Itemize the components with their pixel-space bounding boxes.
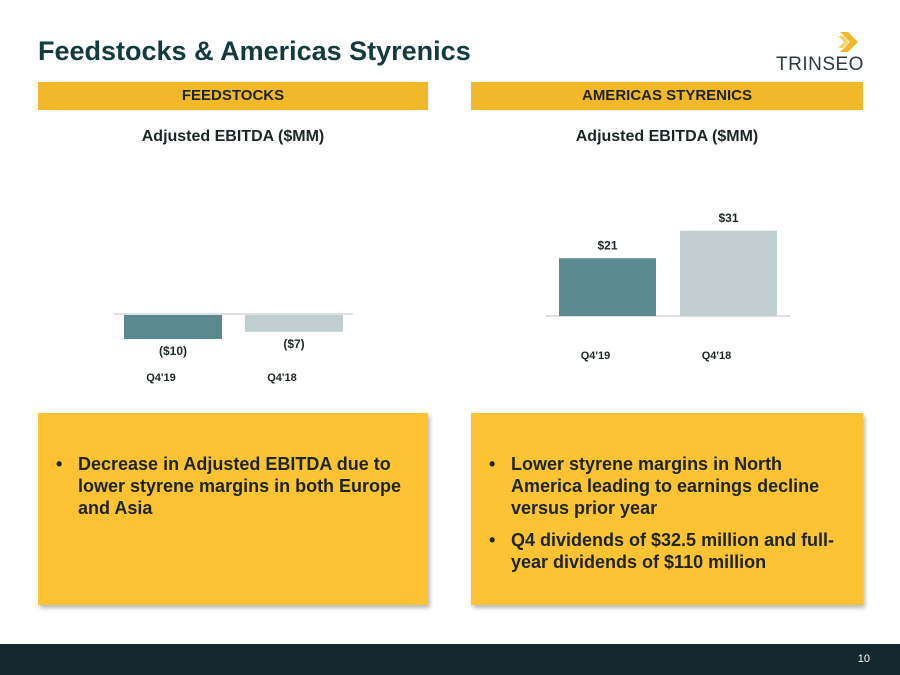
data-label: $31 [718,211,738,225]
americas-bullet-list: Lower styrene margins in North America l… [471,413,863,573]
logo-arrow-icon [838,32,858,52]
tick-label: Q4'18 [267,372,297,384]
feedstocks-callout: Decrease in Adjusted EBITDA due to lower… [38,413,428,605]
footer-bar: 10 [0,644,900,675]
data-label: ($7) [283,337,304,351]
tick-label: Q4'19 [581,350,611,362]
bar-q418 [245,315,343,332]
americas-callout: Lower styrene margins in North America l… [471,413,863,605]
feedstocks-band: FEEDSTOCKS [38,82,428,110]
data-label: $21 [597,238,617,252]
tick-label: Q4'18 [702,350,732,362]
bullet-item: Decrease in Adjusted EBITDA due to lower… [52,453,418,519]
data-label: ($10) [159,344,187,358]
feedstocks-bullet-list: Decrease in Adjusted EBITDA due to lower… [38,413,428,519]
page-title: Feedstocks & Americas Styrenics [38,36,471,66]
bar-q418 [680,230,777,316]
bar-q419 [124,315,222,339]
page-number: 10 [857,653,870,665]
feedstocks-chart-title: Adjusted EBITDA ($MM) [141,128,325,145]
americas-ebitda-chart: $21 Q4'19 $31 Q4'18 [546,211,790,362]
feedstocks-ebitda-chart: ($10) Q4'19 ($7) Q4'18 [114,313,353,384]
bullet-item: Lower styrene margins in North America l… [485,453,853,519]
logo-text: TRINSEO [776,54,864,75]
bullet-item: Q4 dividends of $32.5 million and full-y… [485,529,853,573]
bar-q419 [559,258,656,316]
tick-label: Q4'19 [146,372,176,384]
trinseo-logo: TRINSEO [776,30,876,76]
americas-chart-title: Adjusted EBITDA ($MM) [575,128,759,145]
americas-styrenics-band: AMERICAS STYRENICS [471,82,863,110]
